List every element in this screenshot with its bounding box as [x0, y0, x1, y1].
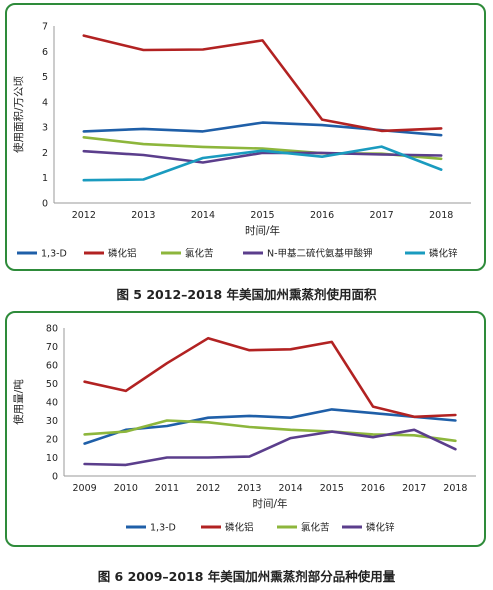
x-tick-label: 2016: [361, 483, 385, 494]
y-tick-label: 1: [42, 173, 48, 184]
legend-entry-1: 1,3-D: [41, 249, 67, 260]
y-tick-label: 0: [52, 472, 58, 483]
x-tick-label: 2010: [114, 483, 138, 494]
legend-entry-2: 磷化铝: [108, 248, 137, 260]
x-tick-label: 2012: [72, 210, 96, 221]
y-tick-label: 7: [42, 22, 48, 33]
series-line-4: [83, 428, 457, 467]
figure-5-caption: 图 5 2012–2018 年美国加州熏蒸剂使用面积: [116, 287, 377, 302]
x-tick-label: 2015: [250, 210, 274, 221]
series-line-1: [82, 121, 443, 137]
x-tick-label: 2018: [429, 210, 453, 221]
x-tick-label: 2017: [370, 210, 394, 221]
x-tick-label: 2017: [402, 483, 426, 494]
x-tick-label: 2018: [443, 483, 467, 494]
area-line-chart: 0 1 2 3 4 5 6 7 2012 2013 2014 2015 2016 2017 2018 时间/年…: [12, 22, 471, 260]
legend-entry-1: 1,3-D: [150, 523, 176, 534]
y-tick-label: 5: [42, 72, 48, 83]
y-axis-title: 使用量/吨: [12, 379, 25, 425]
x-axis-title: 时间/年: [252, 497, 287, 510]
y-tick-label: 20: [46, 435, 58, 446]
y-tick-label: 0: [42, 199, 48, 210]
y-axis-title: 使用面积/万公顷: [12, 75, 25, 153]
series-line-3: [83, 419, 457, 443]
legend-entry-5: 磷化锌: [429, 248, 458, 260]
y-tick-label: 70: [46, 342, 58, 353]
figure-6-caption: 图 6 2009–2018 年美国加州熏蒸剂部分品种使用量: [97, 569, 396, 584]
chart-panel-usage: 0 10 20 30 40 50 60 70 80 2009 2010 2011 2012 2013 201…: [5, 311, 486, 547]
x-tick-label: 2014: [191, 210, 215, 221]
legend-entry-4: 磷化锌: [366, 522, 395, 534]
legend-entry-3: 氯化苦: [185, 248, 214, 260]
x-tick-label: 2015: [320, 483, 344, 494]
y-tick-label: 6: [42, 47, 48, 58]
series-line-5: [82, 145, 443, 182]
x-tick-label: 2013: [237, 483, 261, 494]
chart-panel-area: 0 1 2 3 4 5 6 7 2012 2013 2014 2015 2016 2017 2018 时间/年…: [5, 3, 486, 271]
series-line-2: [83, 336, 457, 419]
legend-entry-4: N-甲基二硫代氨基甲酸钾: [267, 248, 373, 260]
x-tick-label: 2009: [73, 483, 97, 494]
x-axis-title: 时间/年: [245, 224, 280, 237]
x-tick-label: 2011: [155, 483, 179, 494]
y-tick-label: 60: [46, 361, 58, 372]
series-line-1: [83, 408, 457, 445]
x-tick-label: 2016: [310, 210, 334, 221]
x-tick-label: 2014: [279, 483, 303, 494]
x-tick-label: 2013: [131, 210, 155, 221]
x-tick-label: 2012: [196, 483, 220, 494]
y-tick-label: 30: [46, 416, 58, 427]
y-tick-label: 40: [46, 398, 58, 409]
y-tick-label: 50: [46, 379, 58, 390]
series-line-2: [82, 34, 443, 133]
y-tick-label: 3: [42, 123, 48, 134]
y-tick-label: 80: [46, 324, 58, 335]
y-tick-label: 2: [42, 148, 48, 159]
y-tick-label: 4: [42, 97, 48, 108]
legend-entry-3: 氯化苦: [301, 522, 330, 534]
y-tick-label: 10: [46, 453, 58, 464]
usage-line-chart: 0 10 20 30 40 50 60 70 80 2009 2010 2011 2012 2013 201…: [12, 324, 476, 534]
legend-entry-2: 磷化铝: [225, 522, 254, 534]
